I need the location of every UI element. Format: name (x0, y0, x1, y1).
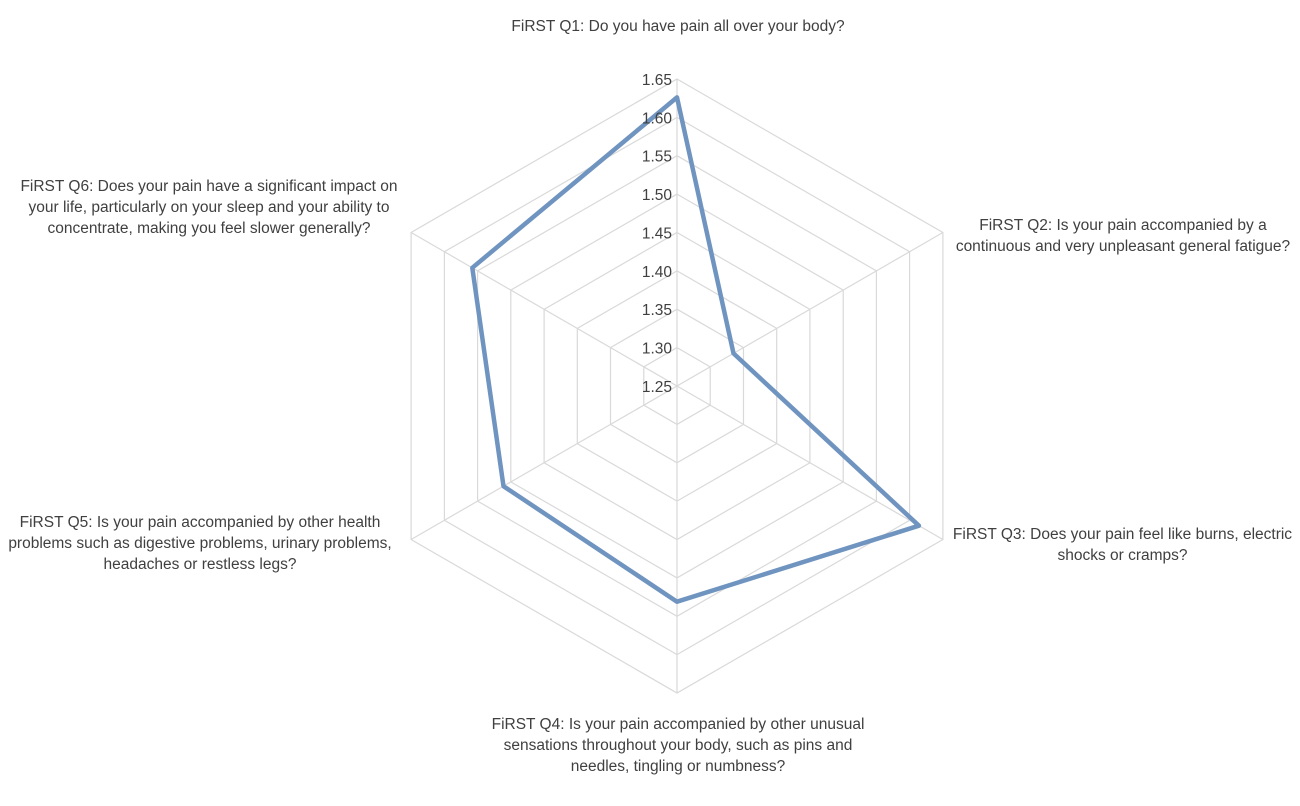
tick-label-1.25: 1.25 (642, 379, 672, 396)
tick-label-1.55: 1.55 (642, 149, 672, 166)
axis-label-q2: FiRST Q2: Is your pain accompanied by a … (955, 217, 1291, 255)
radar-series (470, 95, 922, 604)
radar-grid (410, 78, 944, 694)
spoke-q5 (410, 385, 678, 541)
spoke-q3 (676, 385, 944, 541)
axis-label-q1: FiRST Q1: Do you have pain all over your… (511, 18, 845, 35)
tick-label-1.50: 1.50 (642, 187, 673, 204)
tick-label-1.60: 1.60 (642, 110, 673, 127)
radial-tick-labels: 1.25 1.30 1.35 1.40 1.45 1.50 1.55 1.60 1.65 (642, 72, 673, 396)
tick-label-1.35: 1.35 (642, 302, 672, 319)
spoke-q2 (676, 231, 944, 387)
tick-label-1.40: 1.40 (642, 264, 673, 281)
tick-label-1.45: 1.45 (642, 226, 672, 243)
axis-label-q4: FiRST Q4: Is your pain accompanied by ot… (491, 716, 865, 775)
tick-label-1.30: 1.30 (642, 341, 673, 358)
axis-label-q3: FiRST Q3: Does your pain feel like burns… (952, 526, 1293, 564)
axis-label-q6: FiRST Q6: Does your pain have a signific… (20, 178, 398, 237)
tick-label-1.65: 1.65 (642, 72, 672, 89)
series-line-1 (470, 95, 922, 604)
spoke-q6 (410, 231, 678, 387)
axis-label-q5: FiRST Q5: Is your pain accompanied by ot… (8, 514, 392, 573)
